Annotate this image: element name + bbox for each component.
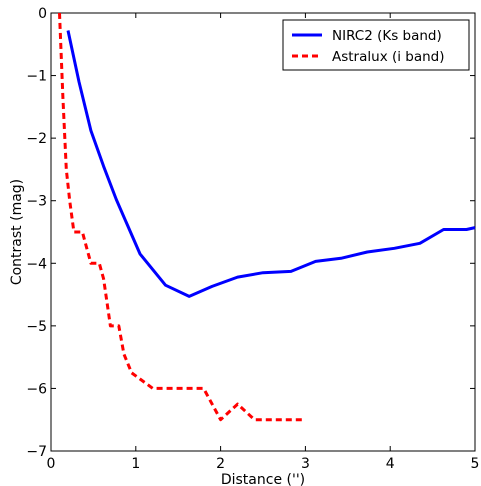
y-tick-label: −4 xyxy=(26,256,47,272)
series-layer xyxy=(58,12,476,422)
axis-ticks: 0 1 2 3 4 5 0 −1 −2 −3 −4 −5 −6 −7 xyxy=(26,6,479,472)
legend-label-astralux: Astralux (i band) xyxy=(332,49,445,65)
x-tick-label: 4 xyxy=(386,456,395,472)
series-line-nirc2 xyxy=(66,30,476,298)
legend-box xyxy=(282,19,470,71)
x-tick-label: 1 xyxy=(131,456,140,472)
plot-frame xyxy=(50,12,476,452)
y-tick-label: −6 xyxy=(26,381,47,397)
legend: NIRC2 (Ks band) Astralux (i band) xyxy=(282,19,470,71)
x-tick-label: 5 xyxy=(471,456,480,472)
x-tick-label: 2 xyxy=(216,456,225,472)
x-axis-label: Distance ('') xyxy=(221,472,305,486)
y-tick-label: −2 xyxy=(26,131,47,147)
y-tick-label: −1 xyxy=(26,69,47,85)
series-line-astralux xyxy=(58,12,306,422)
y-tick-label: −5 xyxy=(26,319,47,335)
legend-label-nirc2: NIRC2 (Ks band) xyxy=(332,28,442,44)
y-tick-label: 0 xyxy=(38,6,47,22)
y-axis-label: Contrast (mag) xyxy=(9,179,25,285)
x-tick-label: 0 xyxy=(47,456,56,472)
x-tick-label: 3 xyxy=(301,456,310,472)
y-tick-label: −7 xyxy=(26,444,47,460)
y-tick-label: −3 xyxy=(26,194,47,210)
